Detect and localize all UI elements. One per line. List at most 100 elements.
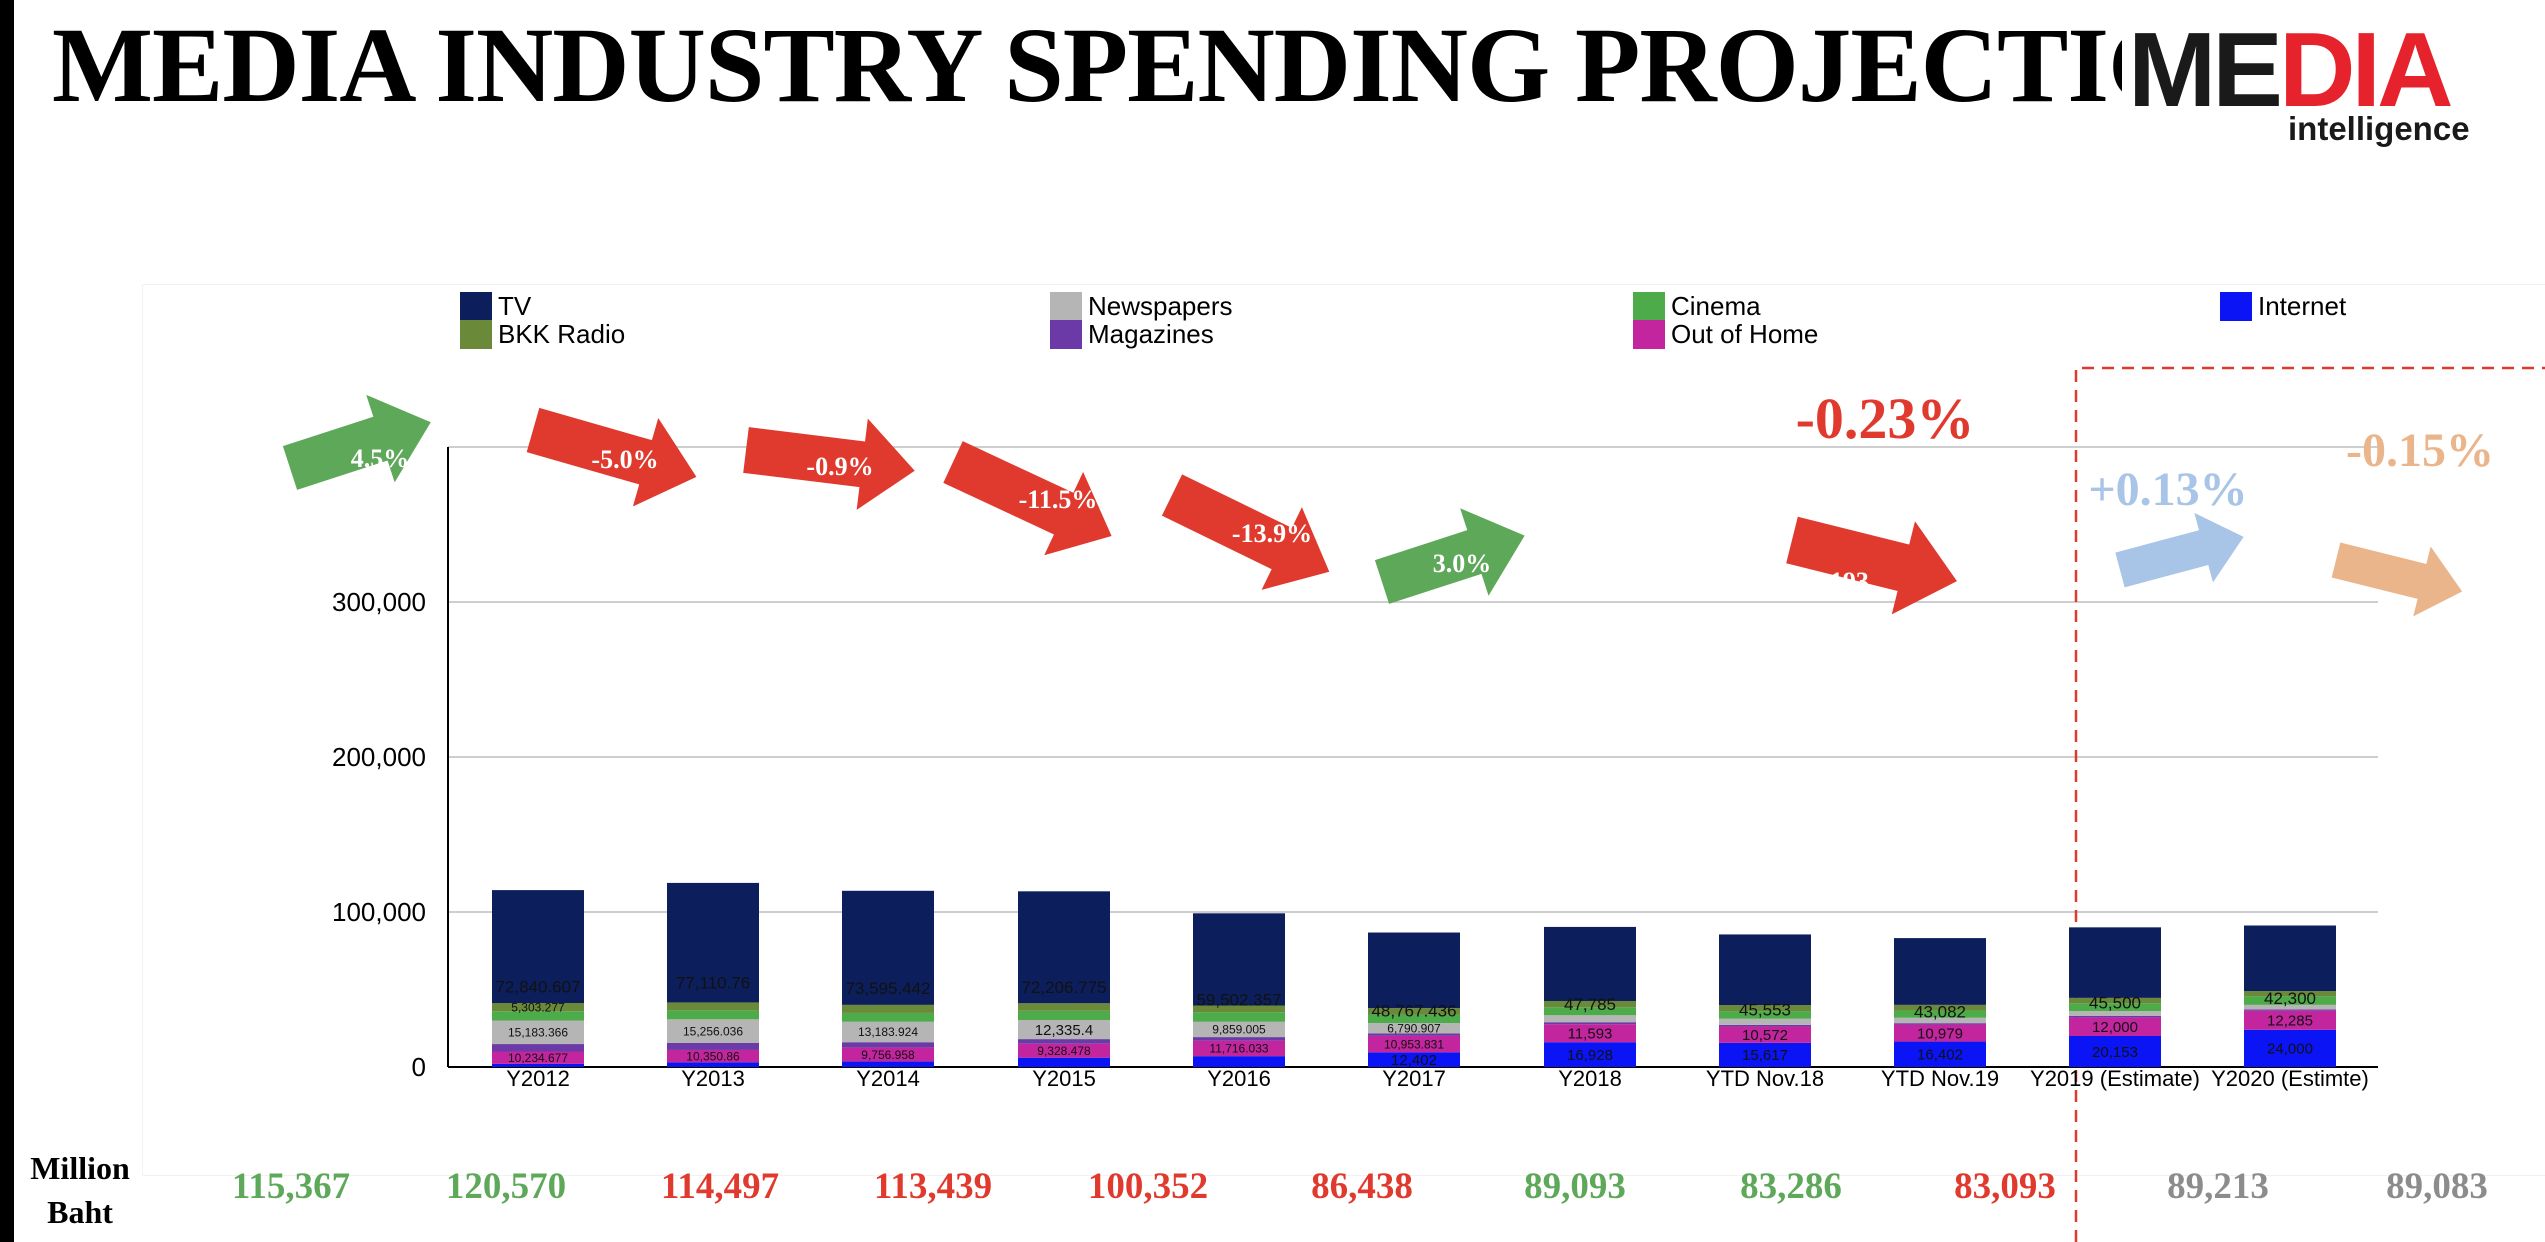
logo-wordmark-red: DIA: [2279, 11, 2454, 129]
bar-segment: [2069, 1016, 2161, 1018]
legend-swatch: [460, 292, 492, 321]
growth-arrow-label-2: -0.9%: [806, 452, 873, 481]
legend-label: Out of Home: [1671, 319, 1818, 349]
legend-label: BKK Radio: [498, 319, 625, 349]
bar-segment: [2244, 925, 2336, 992]
bar-segment: [1018, 891, 1110, 1004]
bar-segment: [1193, 1012, 1285, 1022]
bar-data-label: 59,502.357: [1196, 990, 1281, 1009]
bar-stack-4: 11,716.033 9,859.005 59,502.357: [1193, 913, 1285, 1067]
bar-data-label: 11,593: [1568, 1025, 1613, 1042]
growth-callout-1: +0.13%: [2088, 463, 2247, 516]
bar-segment: [492, 1003, 584, 1012]
bar-segment: [2069, 1003, 2161, 1012]
bar-data-label: 9,756.958: [861, 1048, 915, 1062]
total-label-1: 120,570: [446, 1166, 566, 1207]
bar-segment: [1368, 1022, 1460, 1034]
bar-data-label: 10,979: [1917, 1025, 1963, 1042]
legend-entry: Newspapers: [1050, 291, 1233, 321]
bar-segment: [1368, 1033, 1460, 1036]
bar-stack-9: 20,153 12,000 45,500: [2069, 927, 2161, 1067]
legend-entry: TV: [460, 291, 532, 321]
x-tick-label: Y2014: [856, 1066, 920, 1091]
bar-data-label: 5,303.277: [511, 1000, 565, 1014]
bar-segment: [2244, 991, 2336, 997]
bar-segment: [1719, 1042, 1811, 1067]
bar-segment: [667, 1010, 759, 1020]
bar-data-label: 47,785: [1564, 995, 1616, 1014]
legend-entry: Internet: [2220, 291, 2347, 321]
bar-segment: [1894, 1010, 1986, 1018]
bar-segment: [667, 1049, 759, 1063]
bar-data-label: 43,082: [1914, 1002, 1966, 1021]
bar-segment: [842, 1047, 934, 1062]
bar-stack-1: 10,350.86 15,256.036 77,110.76: [667, 882, 759, 1067]
bar-stack-10: 24,000 12,285 42,300: [2244, 925, 2336, 1067]
bar-segment: [2069, 997, 2161, 1004]
bar-segment: [1719, 1018, 1811, 1025]
legend-swatch: [2220, 292, 2252, 321]
bar-data-label: 48,767.436: [1371, 1001, 1456, 1020]
legend-entry: BKK Radio: [460, 319, 625, 349]
bar-segment: [2069, 1011, 2161, 1017]
bar-segment: [1544, 1042, 1636, 1067]
bar-stack-6: 16,928 11,593 47,785: [1544, 926, 1636, 1067]
bar-segment: [2069, 927, 2161, 998]
y-tick-label-3: 300,000: [332, 587, 426, 617]
bar-data-label: 10,572: [1742, 1027, 1788, 1044]
bar-segment: [1193, 1037, 1285, 1041]
bar-segment: [1368, 1052, 1460, 1067]
total-label-7: 83,286: [1740, 1166, 1842, 1207]
bar-stack-7: 15,617 10,572 45,553: [1719, 934, 1811, 1067]
bar-segment: [1544, 1000, 1636, 1008]
legend-label: Cinema: [1671, 291, 1761, 321]
bar-segment: [842, 1021, 934, 1043]
growth-arrow-0: [282, 394, 431, 490]
bar-segment: [1719, 1026, 1811, 1043]
growth-arrow-label-0: 4.5%: [351, 444, 410, 473]
growth-arrow-2: [743, 418, 915, 510]
bar-segment: [842, 1012, 934, 1022]
x-tick-label: Y2015: [1032, 1066, 1096, 1091]
bar-segment: [492, 1044, 584, 1052]
bar-segment: [1544, 1007, 1636, 1016]
bar-segment: [1018, 1039, 1110, 1044]
bar-data-label: 72,840.607: [495, 978, 580, 997]
bar-segment: [1368, 932, 1460, 1009]
growth-arrow-label-4: -13.9%: [1232, 519, 1312, 548]
bar-data-label: 20,153: [2092, 1044, 2138, 1061]
growth-arrow-label-3: -11.5%: [1019, 485, 1098, 514]
bar-data-label: 24,000: [2267, 1041, 2313, 1058]
bar-data-label: 10,953.831: [1384, 1037, 1444, 1051]
bar-segment: [667, 1019, 759, 1043]
unit-label-line1: Million: [30, 1150, 130, 1186]
bar-segment: [667, 1062, 759, 1067]
bar-segment: [1018, 1003, 1110, 1011]
total-label-10: 89,083: [2386, 1166, 2488, 1207]
bar-segment: [1544, 1022, 1636, 1025]
x-tick-label: YTD Nov.19: [1881, 1066, 1999, 1091]
bar-segment: [1894, 938, 1986, 1005]
bar-data-label: 16,928: [1567, 1047, 1613, 1064]
x-tick-label: Y2017: [1382, 1066, 1446, 1091]
legend-entry: Out of Home: [1633, 319, 1818, 349]
media-intelligence-logo: MEDIA intelligence: [2128, 17, 2473, 148]
legend-label: Magazines: [1088, 319, 1214, 349]
legend-entry: Cinema: [1633, 291, 1761, 321]
bar-segment: [2244, 1009, 2336, 1011]
bar-data-label: 10,234.677: [508, 1051, 568, 1065]
bar-stack-8: 16,402 10,979 43,082: [1894, 938, 1986, 1067]
bar-segment: [1544, 1015, 1636, 1023]
bar-data-label: 12,335.4: [1035, 1022, 1093, 1039]
total-label-8: 83,093: [1954, 1166, 2056, 1207]
bar-data-label: 12,285: [2267, 1013, 2313, 1030]
bar-segment: [492, 890, 584, 1004]
legend-swatch: [1633, 320, 1665, 349]
logo-wordmark-dark: ME: [2128, 11, 2283, 129]
bar-segment: [1368, 1035, 1460, 1053]
bar-stack-0: 10,234.677 15,183.366 5,303.277 72,840.607: [492, 890, 584, 1067]
bar-data-label: 72,206.775: [1021, 978, 1106, 997]
legend-entry: Magazines: [1050, 319, 1214, 349]
total-label-4: 100,352: [1088, 1166, 1208, 1207]
